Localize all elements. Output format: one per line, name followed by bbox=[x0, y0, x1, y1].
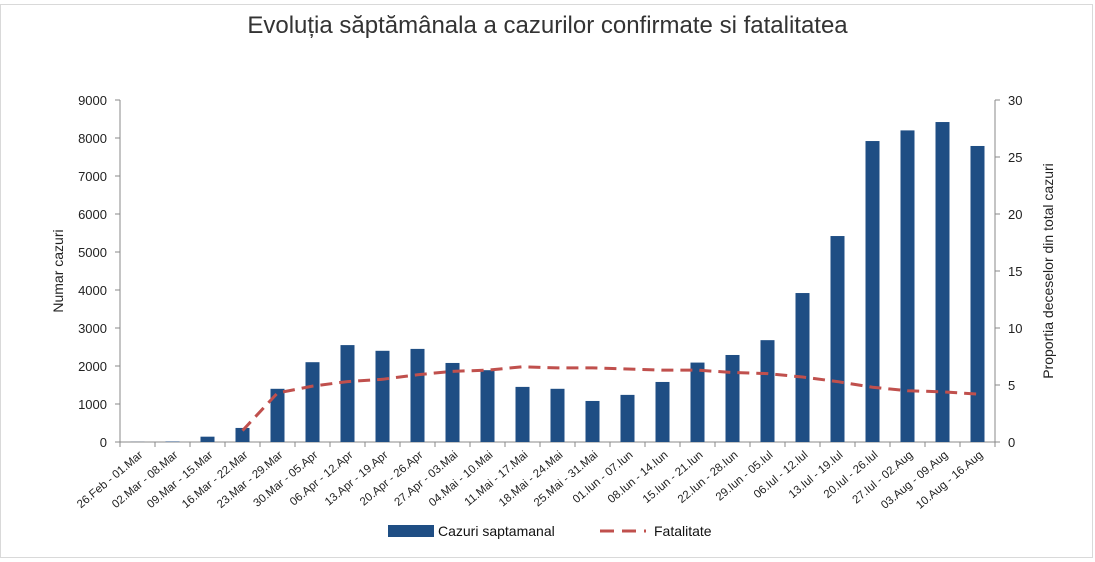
bar bbox=[375, 350, 390, 442]
bar bbox=[305, 362, 320, 442]
fatality-line bbox=[241, 365, 978, 432]
y2-tick-label: 20 bbox=[1008, 207, 1022, 222]
y-tick-label: 7000 bbox=[78, 169, 107, 184]
x-tick-label: 15.Iun - 21.Iun bbox=[641, 449, 706, 506]
x-tick-label: 25.Mai - 31.Mai bbox=[532, 449, 600, 509]
y2-axis-label: Proportia deceselor din total cazuri bbox=[1040, 163, 1056, 379]
bar bbox=[900, 130, 915, 442]
bar bbox=[760, 340, 775, 442]
x-tick-label: 13.Apr - 19.Apr bbox=[323, 449, 391, 508]
bar bbox=[550, 388, 565, 442]
chart-frame bbox=[0, 4, 1093, 558]
y-tick-label: 2000 bbox=[78, 359, 107, 374]
x-tick-label: 08.Iun - 14.Iun bbox=[606, 449, 671, 506]
bar bbox=[830, 236, 845, 442]
y2-tick-label: 25 bbox=[1008, 150, 1022, 165]
bar bbox=[795, 293, 810, 442]
bar bbox=[340, 345, 355, 442]
y-tick-label: 6000 bbox=[78, 207, 107, 222]
bar bbox=[655, 381, 670, 442]
chart-title: Evoluția săptămânala a cazurilor confirm… bbox=[247, 12, 848, 39]
legend-label-fatality: Fatalitate bbox=[654, 523, 712, 539]
bar bbox=[690, 362, 705, 442]
legend-label-cases: Cazuri saptamanal bbox=[438, 523, 555, 539]
y2-tick-label: 5 bbox=[1008, 378, 1015, 393]
y-tick-label: 5000 bbox=[78, 245, 107, 260]
y-tick-label: 8000 bbox=[78, 131, 107, 146]
y2-tick-label: 30 bbox=[1008, 93, 1022, 108]
y2-tick-label: 10 bbox=[1008, 321, 1022, 336]
bar bbox=[445, 362, 460, 442]
y-axis-label: Numar cazuri bbox=[50, 229, 66, 312]
bar bbox=[480, 370, 495, 442]
bar bbox=[725, 354, 740, 442]
x-tick-label: 01.Iun - 07.Iun bbox=[571, 449, 636, 506]
y-tick-label: 0 bbox=[100, 435, 107, 450]
bar bbox=[235, 427, 250, 442]
bar bbox=[515, 386, 530, 442]
y-tick-label: 1000 bbox=[78, 397, 107, 412]
y-tick-label: 3000 bbox=[78, 321, 107, 336]
x-tick-label: 27.Iul - 02.Aug bbox=[850, 449, 915, 506]
x-tick-label: 22.Iun - 28.Iun bbox=[676, 449, 741, 506]
bar bbox=[935, 122, 950, 442]
x-tick-label: 04.Mai - 10.Mai bbox=[427, 449, 495, 509]
bar bbox=[200, 436, 215, 442]
y2-tick-label: 15 bbox=[1008, 264, 1022, 279]
bar bbox=[865, 141, 880, 443]
bar bbox=[585, 400, 600, 442]
legend-bar-swatch bbox=[388, 525, 434, 537]
bar bbox=[410, 348, 425, 442]
y-tick-label: 9000 bbox=[78, 93, 107, 108]
y2-tick-label: 0 bbox=[1008, 435, 1015, 450]
bar bbox=[970, 145, 985, 443]
x-tick-label: 06.Apr - 12.Apr bbox=[288, 449, 356, 508]
bar bbox=[620, 394, 635, 442]
y-tick-label: 4000 bbox=[78, 283, 107, 298]
bar bbox=[270, 388, 285, 442]
